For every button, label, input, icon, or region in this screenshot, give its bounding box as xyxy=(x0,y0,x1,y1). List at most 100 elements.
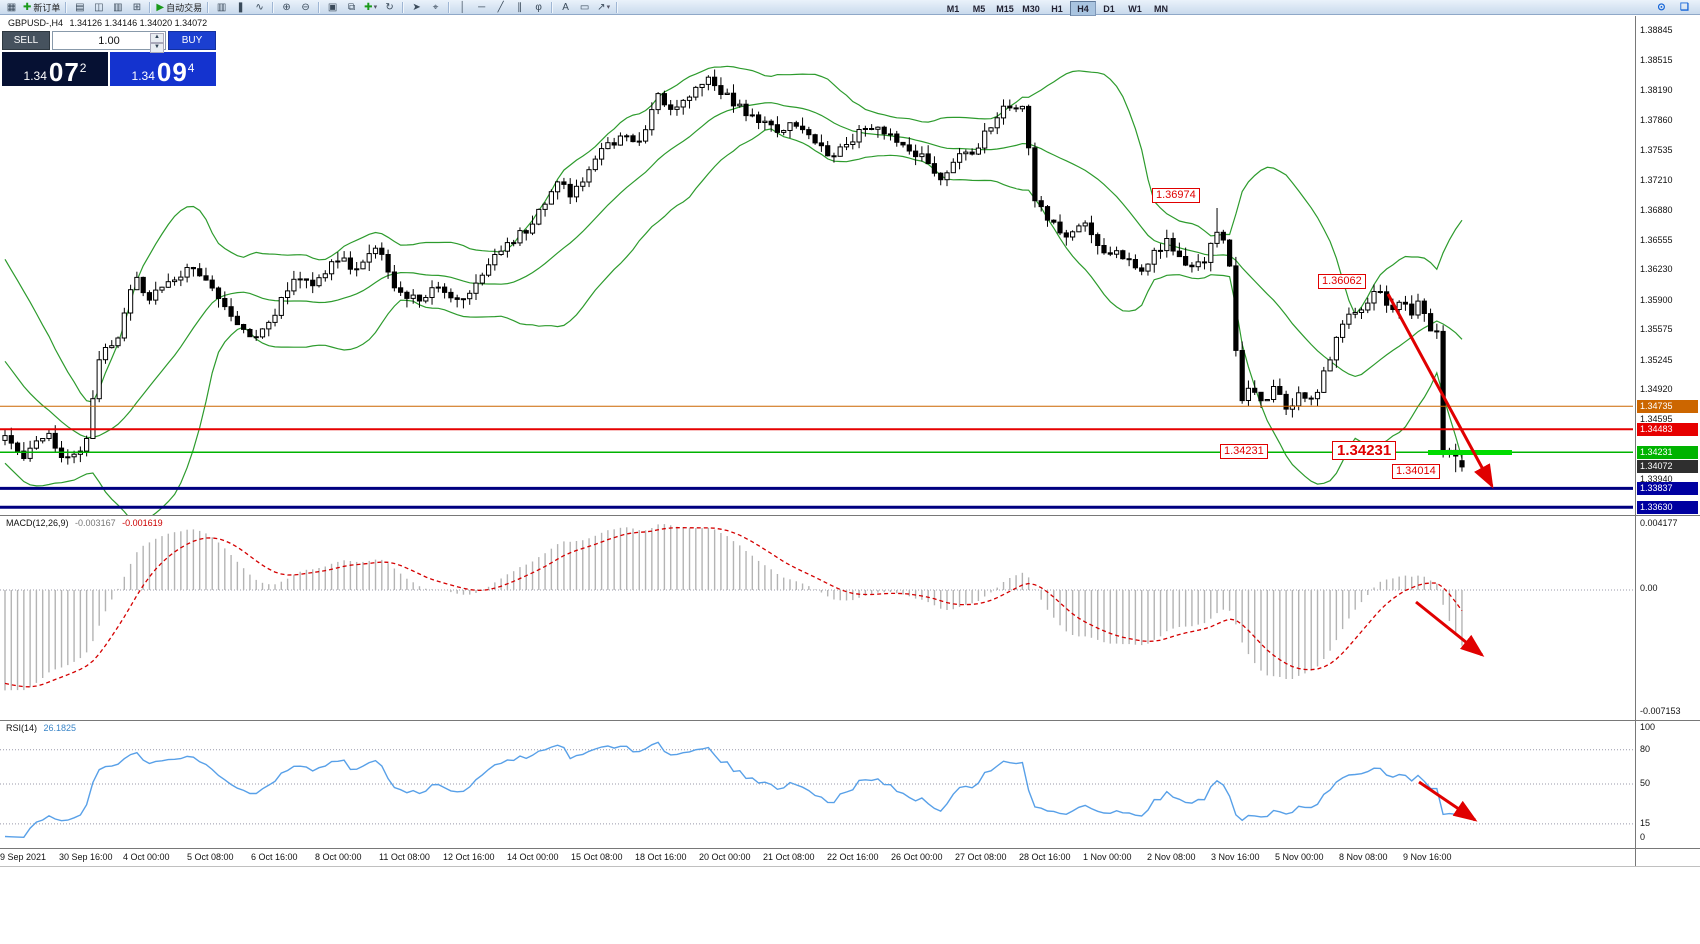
time-axis-label: 26 Oct 00:00 xyxy=(891,852,943,862)
sell-price-display[interactable]: 1.34 07 2 xyxy=(2,52,108,86)
candlestick-chart-icon: ❚ xyxy=(236,1,245,13)
timeframe-group: M1 M5 M15 M30 H1 H4 D1 W1 MN xyxy=(940,1,1174,16)
rsi-axis-label: 15 xyxy=(1640,818,1651,828)
toolbar-separator xyxy=(551,1,554,13)
crosshair-icon[interactable]: ⌖ xyxy=(426,1,445,14)
macd-indicator-header: MACD(12,26,9) -0.003167 -0.001619 xyxy=(6,518,163,528)
chart-ohlc-values: 1.34126 1.34146 1.34020 1.34072 xyxy=(69,18,208,28)
chart-window-icon: ▦ xyxy=(6,1,17,13)
price-annotation-label[interactable]: 1.34231 xyxy=(1332,441,1397,460)
price-annotation-label[interactable]: 1.34231 xyxy=(1220,444,1268,459)
fibonacci-icon[interactable]: φ xyxy=(529,1,548,14)
price-tick-label: 1.33940 xyxy=(1640,474,1673,484)
price-tick-label: 1.35575 xyxy=(1640,324,1673,334)
zoom-out-icon[interactable]: ⊖ xyxy=(296,1,315,14)
candlestick-chart-icon[interactable]: ❚ xyxy=(231,1,250,14)
time-axis-label: 18 Oct 16:00 xyxy=(635,852,687,862)
tile-windows-icon[interactable]: ▣ xyxy=(323,1,342,14)
timeframe-m15[interactable]: M15 xyxy=(996,3,1014,14)
tile-windows-icon: ▣ xyxy=(327,1,338,13)
price-tick-label: 1.37535 xyxy=(1640,145,1673,155)
chat-icon[interactable]: ❏ xyxy=(1675,1,1694,14)
market-watch-icon[interactable]: ▥ xyxy=(108,1,127,14)
zoom-in-icon[interactable]: ⊕ xyxy=(277,1,296,14)
dropdown-caret-icon: ▾ xyxy=(373,4,378,11)
toolbar-separator xyxy=(65,1,68,13)
cascade-windows-icon: ⧉ xyxy=(348,1,356,13)
price-annotation-label[interactable]: 1.36062 xyxy=(1318,274,1366,289)
price-level-badge: 1.34231 xyxy=(1637,446,1698,459)
timeframe-d1[interactable]: D1 xyxy=(1103,3,1115,14)
time-axis-label: 5 Oct 08:00 xyxy=(187,852,234,862)
price-annotation-label[interactable]: 1.36974 xyxy=(1152,188,1200,203)
rsi-label: RSI(14) xyxy=(6,723,38,733)
macd-axis-label: 0.004177 xyxy=(1640,518,1678,528)
toolbar-right-icons: ⊙ ❏ xyxy=(1652,1,1694,14)
price-annotation-label[interactable]: 1.34014 xyxy=(1392,464,1440,479)
bar-chart-icon[interactable]: ▥ xyxy=(212,1,231,14)
new-chart-icon[interactable]: ✚ ▾ xyxy=(361,1,380,14)
time-axis-label: 12 Oct 16:00 xyxy=(443,852,495,862)
horizontal-line-icon[interactable]: ─ xyxy=(472,1,491,14)
cascade-windows-icon[interactable]: ⧉ xyxy=(342,1,361,14)
chat-icon: ❏ xyxy=(1680,2,1689,13)
toolbar-separator xyxy=(207,1,210,13)
time-axis-label: 9 Nov 16:00 xyxy=(1403,852,1452,862)
price-tick-label: 1.38845 xyxy=(1640,25,1673,35)
buy-button[interactable]: BUY xyxy=(168,31,216,50)
auto-scroll-icon[interactable]: ↻ xyxy=(380,1,399,14)
buy-price-prefix: 1.34 xyxy=(131,69,155,83)
volume-increase-button[interactable]: ▲ xyxy=(150,33,164,43)
navigator-icon[interactable]: ⊞ xyxy=(127,1,146,14)
timeframe-h4[interactable]: H4 xyxy=(1070,1,1096,16)
price-level-badge: 1.34735 xyxy=(1637,400,1698,413)
time-axis-label: 2 Nov 08:00 xyxy=(1147,852,1196,862)
timeframe-m30[interactable]: M30 xyxy=(1022,3,1040,14)
timeframe-m5[interactable]: M5 xyxy=(972,3,986,14)
price-level-badge: 1.33837 xyxy=(1637,482,1698,495)
chart-window-icon[interactable]: ▦ xyxy=(2,1,21,14)
sell-button[interactable]: SELL xyxy=(2,31,50,50)
channel-icon[interactable]: ∥ xyxy=(510,1,529,14)
search-icon[interactable]: ⊙ xyxy=(1652,1,1671,14)
trendline-icon[interactable]: ╱ xyxy=(491,1,510,14)
volume-value: 1.00 xyxy=(98,34,120,47)
volume-field[interactable]: 1.00 ▲ ▼ xyxy=(52,31,166,53)
toolbar-separator xyxy=(448,1,451,13)
macd-axis-label: -0.007153 xyxy=(1640,706,1681,716)
time-axis-label: 3 Nov 16:00 xyxy=(1211,852,1260,862)
macd-value: -0.003167 xyxy=(75,518,116,528)
timeframe-w1[interactable]: W1 xyxy=(1128,3,1142,14)
charts-grid-icon[interactable]: ▤ xyxy=(70,1,89,14)
arrows-tool-icon: ↗ xyxy=(597,1,606,13)
line-chart-icon[interactable]: ∿ xyxy=(250,1,269,14)
time-axis-label: 30 Sep 16:00 xyxy=(59,852,113,862)
navigator-icon: ⊞ xyxy=(132,1,142,13)
new-order-button[interactable]: ✚ 新订单 xyxy=(21,1,62,14)
buy-price-display[interactable]: 1.34 09 4 xyxy=(110,52,216,86)
auto-trading-button-label: 自动交易 xyxy=(166,2,203,13)
text-label-icon: ▭ xyxy=(579,1,590,13)
profiles-icon: ◫ xyxy=(94,1,104,13)
price-tick-label: 1.35900 xyxy=(1640,295,1673,305)
rsi-indicator-header: RSI(14) 26.1825 xyxy=(6,723,76,733)
arrows-tool-icon[interactable]: ↗ ▾ xyxy=(594,1,613,14)
timeframe-m1[interactable]: M1 xyxy=(946,3,960,14)
volume-decrease-button[interactable]: ▼ xyxy=(150,43,164,53)
price-tick-label: 1.37210 xyxy=(1640,175,1673,185)
cursor-icon[interactable]: ➤ xyxy=(407,1,426,14)
timeframe-mn[interactable]: MN xyxy=(1154,3,1168,14)
auto-trading-button[interactable]: ▶ 自动交易 xyxy=(154,1,204,14)
price-tick-label: 1.38515 xyxy=(1640,55,1673,65)
chart-symbol-period: GBPUSD-,H4 xyxy=(8,18,64,28)
profiles-icon[interactable]: ◫ xyxy=(89,1,108,14)
fibonacci-icon: φ xyxy=(535,1,542,13)
text-label-icon[interactable]: ▭ xyxy=(575,1,594,14)
timeframe-h1[interactable]: H1 xyxy=(1051,3,1063,14)
vertical-line-icon[interactable]: │ xyxy=(453,1,472,14)
price-level-badge: 1.34072 xyxy=(1637,460,1698,473)
text-tool-icon[interactable]: A xyxy=(556,1,575,14)
price-level-badge: 1.33630 xyxy=(1637,501,1698,514)
